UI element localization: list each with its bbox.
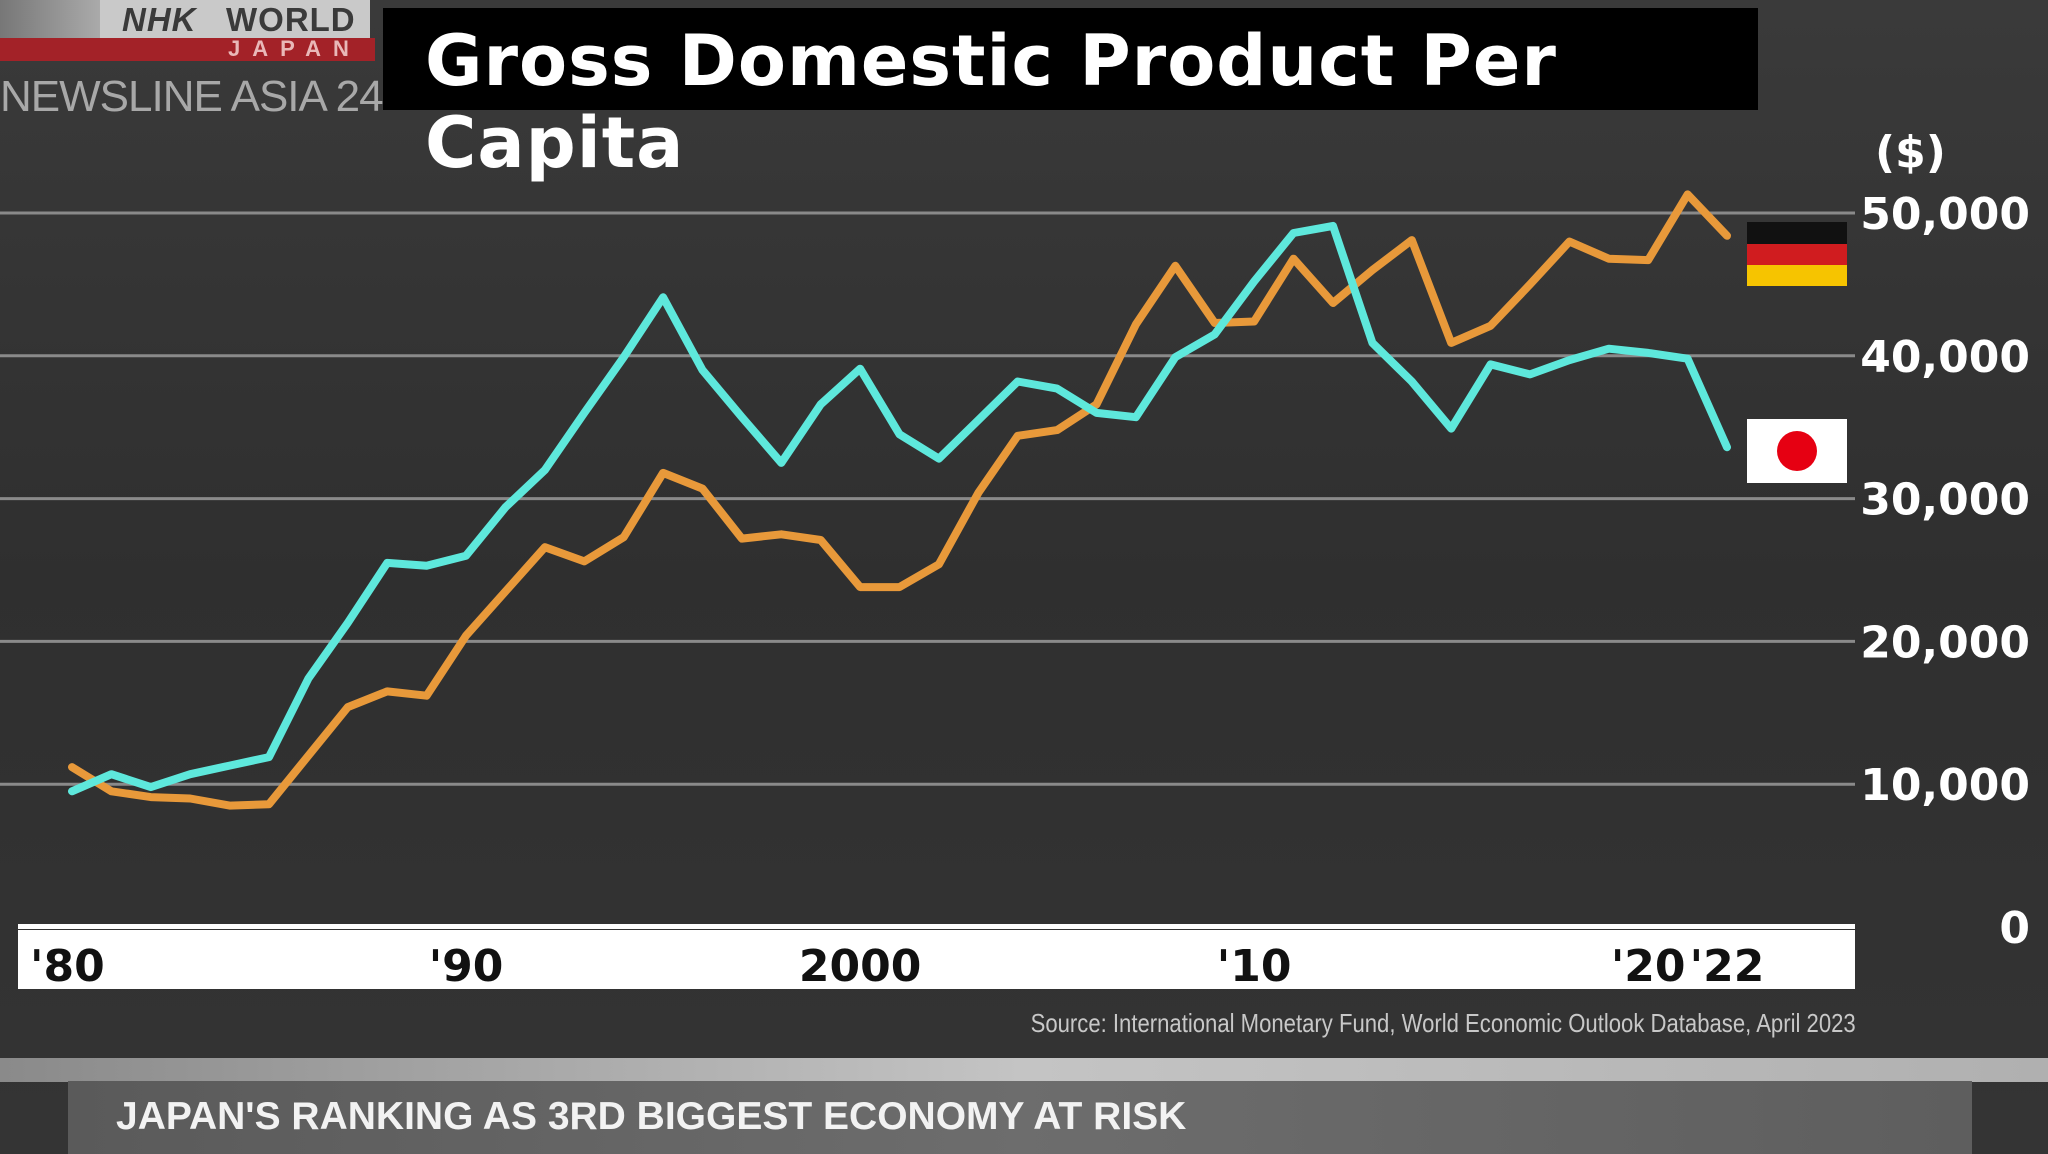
- title-box: Gross Domestic Product Per Capita: [383, 8, 1758, 184]
- y-tick-label: 0: [1999, 903, 2030, 954]
- x-tick-label: 2000: [799, 941, 921, 992]
- divider-band: [0, 1058, 2048, 1082]
- source-note: Source: International Monetary Fund, Wor…: [1030, 1008, 1856, 1038]
- x-tick-label: '90: [429, 941, 504, 992]
- logo-red-band: [0, 38, 375, 61]
- program-name: NEWSLINE ASIA 24: [0, 72, 384, 121]
- germany-flag: [1747, 222, 1847, 286]
- logo-background: [100, 0, 370, 40]
- x-tick-label: '20: [1611, 941, 1686, 992]
- y-unit-label: ($): [1875, 127, 1946, 178]
- nhk-logo: NHK: [122, 1, 197, 38]
- x-tick-label: '80: [30, 941, 105, 992]
- japan-flag: [1747, 419, 1847, 483]
- nhk-logo-world: WORLD: [226, 1, 356, 38]
- y-tick-label: 30,000: [1860, 475, 2030, 526]
- y-tick-label: 20,000: [1860, 617, 2030, 668]
- japan-gdp-line: [68, 221, 1731, 796]
- logo-background: [0, 0, 100, 40]
- x-tick-label: '10: [1217, 941, 1292, 992]
- headline-banner: JAPAN'S RANKING AS 3RD BIGGEST ECONOMY A…: [68, 1081, 1972, 1154]
- x-axis-line: [18, 924, 1855, 929]
- chart-title: Gross Domestic Product Per Capita: [425, 20, 1557, 184]
- nhk-logo-japan: JAPAN: [228, 36, 361, 61]
- y-tick-label: 50,000: [1860, 189, 2030, 240]
- y-tick-label: 10,000: [1860, 760, 2030, 811]
- germany-gdp-line: [68, 190, 1731, 810]
- headline-text: JAPAN'S RANKING AS 3RD BIGGEST ECONOMY A…: [116, 1095, 1187, 1138]
- y-tick-label: 40,000: [1860, 332, 2030, 383]
- x-axis-bar: [18, 930, 1855, 989]
- x-tick-label: '22: [1690, 941, 1765, 992]
